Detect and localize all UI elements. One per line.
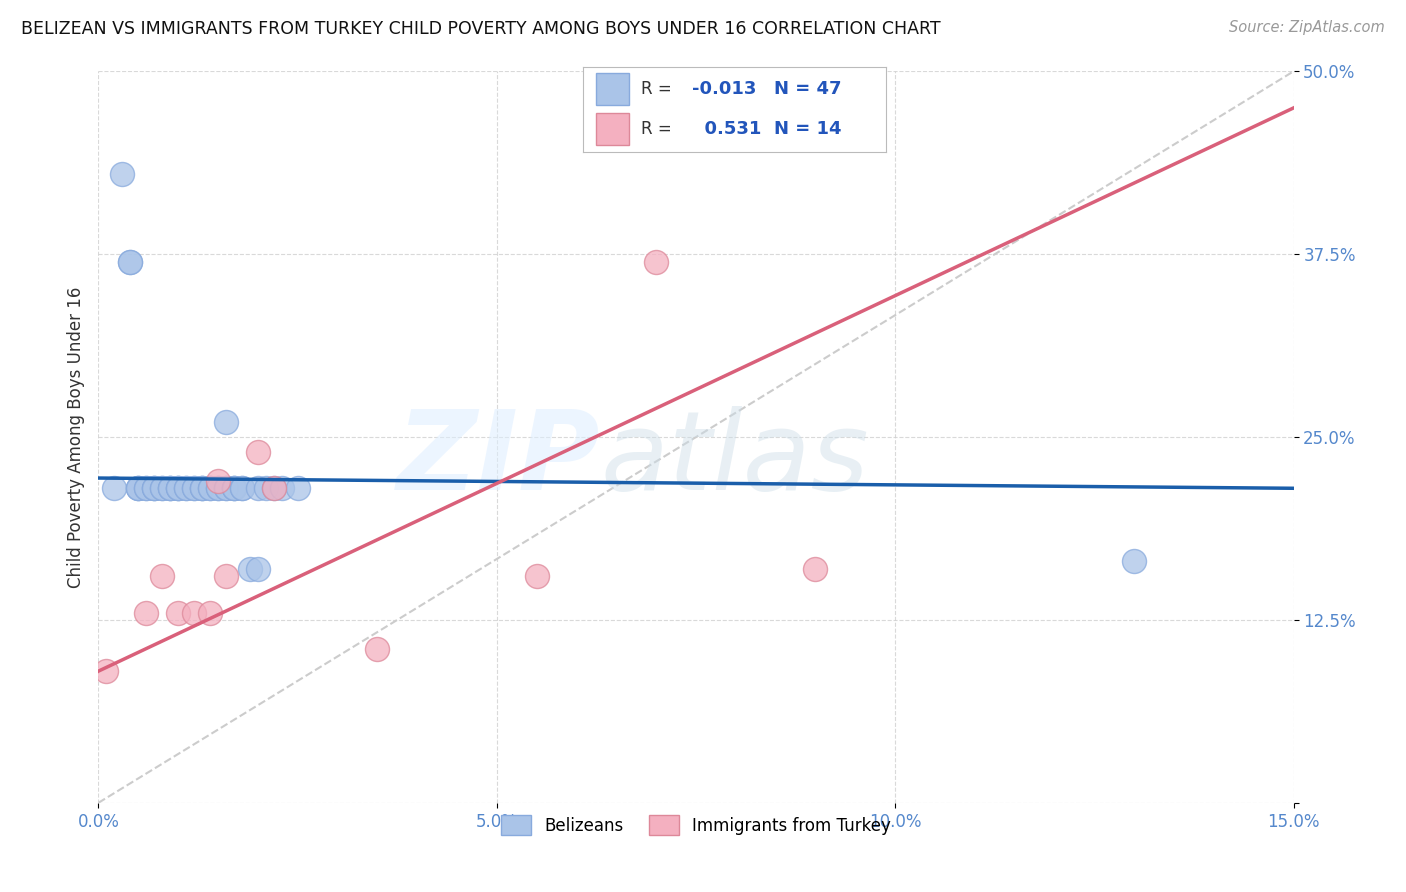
Point	[222, 481, 245, 495]
Point	[239, 562, 262, 576]
Point	[207, 481, 229, 495]
Text: Source: ZipAtlas.com: Source: ZipAtlas.com	[1229, 20, 1385, 35]
Point	[222, 481, 245, 495]
Text: R =: R =	[641, 120, 676, 137]
Point	[120, 254, 142, 268]
Point	[215, 569, 238, 583]
Text: atlas: atlas	[600, 406, 869, 513]
Point	[159, 481, 181, 495]
Point	[270, 481, 292, 495]
Point	[103, 481, 125, 495]
Point	[150, 481, 173, 495]
Point	[215, 481, 238, 495]
Point	[167, 481, 190, 495]
Point	[246, 562, 269, 576]
Point	[198, 606, 221, 620]
Point	[143, 481, 166, 495]
Text: R =: R =	[641, 80, 676, 98]
Point	[150, 481, 173, 495]
Point	[111, 167, 134, 181]
Point	[222, 481, 245, 495]
Point	[246, 444, 269, 458]
Point	[167, 481, 190, 495]
Point	[191, 481, 214, 495]
Point	[1123, 554, 1146, 568]
Point	[366, 642, 388, 657]
Point	[127, 481, 149, 495]
Point	[287, 481, 309, 495]
Text: N = 47: N = 47	[773, 80, 841, 98]
Point	[804, 562, 827, 576]
Point	[198, 481, 221, 495]
Point	[215, 416, 238, 430]
Text: -0.013: -0.013	[692, 80, 756, 98]
FancyBboxPatch shape	[596, 73, 628, 105]
Point	[174, 481, 197, 495]
Point	[263, 481, 285, 495]
Point	[143, 481, 166, 495]
Point	[207, 474, 229, 488]
Text: N = 14: N = 14	[773, 120, 841, 137]
Point	[263, 481, 285, 495]
Point	[231, 481, 253, 495]
Point	[159, 481, 181, 495]
Point	[215, 481, 238, 495]
Point	[96, 664, 118, 678]
Point	[127, 481, 149, 495]
Point	[198, 481, 221, 495]
Point	[191, 481, 214, 495]
Point	[183, 481, 205, 495]
Point	[207, 481, 229, 495]
Point	[167, 481, 190, 495]
Point	[159, 481, 181, 495]
Text: 0.531: 0.531	[692, 120, 762, 137]
Text: ZIP: ZIP	[396, 406, 600, 513]
Point	[135, 481, 157, 495]
Point	[174, 481, 197, 495]
Point	[191, 481, 214, 495]
Y-axis label: Child Poverty Among Boys Under 16: Child Poverty Among Boys Under 16	[66, 286, 84, 588]
Point	[167, 606, 190, 620]
Point	[254, 481, 277, 495]
Point	[183, 606, 205, 620]
Point	[150, 569, 173, 583]
FancyBboxPatch shape	[596, 112, 628, 145]
Point	[120, 254, 142, 268]
Point	[135, 606, 157, 620]
Point	[526, 569, 548, 583]
Point	[127, 481, 149, 495]
Point	[183, 481, 205, 495]
Point	[246, 481, 269, 495]
Text: BELIZEAN VS IMMIGRANTS FROM TURKEY CHILD POVERTY AMONG BOYS UNDER 16 CORRELATION: BELIZEAN VS IMMIGRANTS FROM TURKEY CHILD…	[21, 20, 941, 37]
Point	[143, 481, 166, 495]
Legend: Belizeans, Immigrants from Turkey: Belizeans, Immigrants from Turkey	[495, 808, 897, 842]
Point	[645, 254, 668, 268]
Point	[135, 481, 157, 495]
Point	[231, 481, 253, 495]
